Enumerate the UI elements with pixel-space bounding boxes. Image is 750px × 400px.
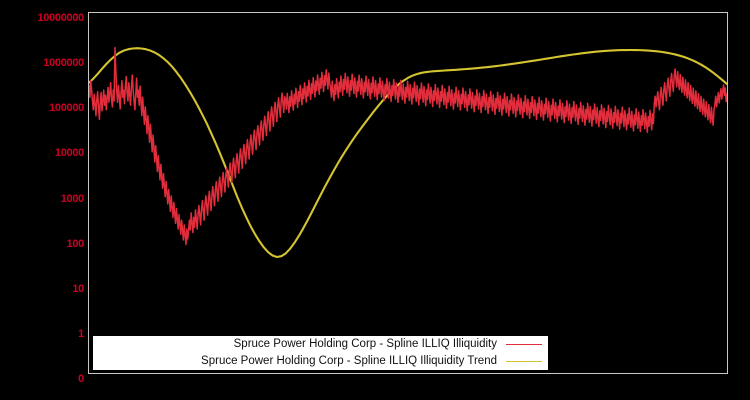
series-line-illiquidity (89, 48, 727, 245)
y-tick-label: 100 (66, 237, 85, 250)
y-tick-label: 10 (72, 282, 84, 295)
legend-label-illiquidity: Spruce Power Holding Corp - Spline ILLIQ… (233, 338, 497, 350)
legend-item-illiquidity: Spruce Power Holding Corp - Spline ILLIQ… (93, 336, 548, 353)
legend-label-trend: Spruce Power Holding Corp - Spline ILLIQ… (201, 355, 497, 367)
y-tick-label: 10000000 (37, 12, 84, 24)
y-axis: 10000000 1000000 100000 10000 1000 100 10 1 0 (0, 0, 84, 400)
y-tick-label: 100000 (49, 102, 84, 115)
y-tick-label: 1000 (60, 192, 85, 205)
y-tick-label: 1000000 (43, 57, 84, 70)
series-group-illiquidity (89, 48, 727, 245)
legend-item-trend: Spruce Power Holding Corp - Spline ILLIQ… (93, 353, 548, 370)
plot-area (88, 12, 728, 374)
plot-svg (89, 13, 727, 373)
legend-swatch-illiquidity (506, 344, 542, 345)
y-tick-label: 0 (78, 373, 84, 386)
series-line-trend (89, 48, 727, 257)
series-group-trend (89, 48, 727, 257)
y-tick-label: 10000 (54, 147, 84, 160)
legend: Spruce Power Holding Corp - Spline ILLIQ… (93, 336, 548, 370)
legend-swatch-trend (506, 361, 542, 362)
y-tick-label: 1 (78, 328, 84, 341)
